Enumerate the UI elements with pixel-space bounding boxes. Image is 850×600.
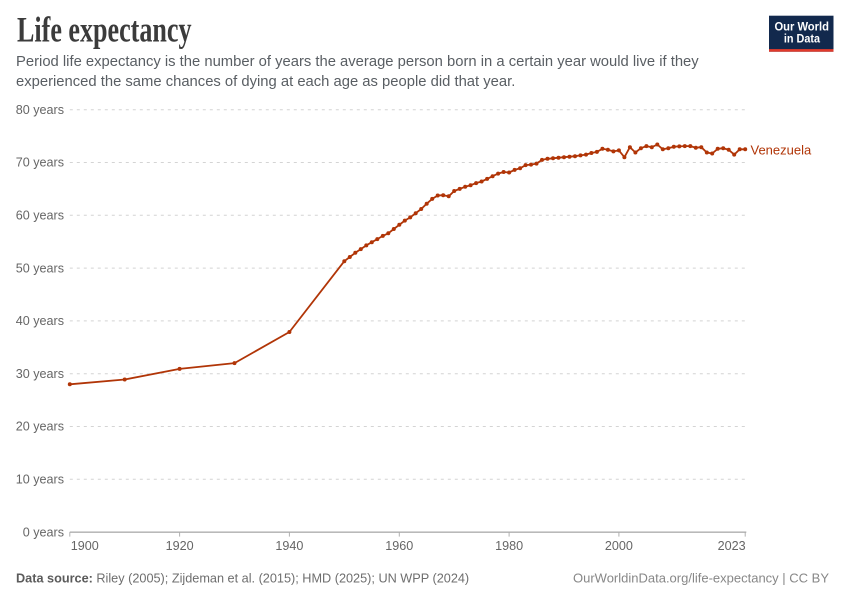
svg-text:1960: 1960 xyxy=(385,539,413,553)
svg-text:Venezuela: Venezuela xyxy=(751,142,812,157)
svg-text:40 years: 40 years xyxy=(16,314,64,328)
svg-text:80 years: 80 years xyxy=(16,103,64,117)
svg-text:2023: 2023 xyxy=(718,539,746,553)
svg-text:60 years: 60 years xyxy=(16,209,64,223)
svg-text:10 years: 10 years xyxy=(16,473,64,487)
svg-text:Data source: Riley (2005); Zij: Data source: Riley (2005); Zijdeman et a… xyxy=(16,571,469,585)
svg-text:70 years: 70 years xyxy=(16,156,64,170)
svg-text:OurWorldinData.org/life-expect: OurWorldinData.org/life-expectancy | CC … xyxy=(573,570,829,585)
svg-text:Period life expectancy is the: Period life expectancy is the number of … xyxy=(16,54,699,70)
svg-text:Our World: Our World xyxy=(774,21,829,34)
svg-text:0 years: 0 years xyxy=(23,525,64,539)
svg-text:20 years: 20 years xyxy=(16,420,64,434)
svg-text:experienced the same chances o: experienced the same chances of dying at… xyxy=(16,74,515,90)
svg-text:1900: 1900 xyxy=(71,539,99,553)
svg-text:in Data: in Data xyxy=(784,33,821,46)
svg-text:Life expectancy: Life expectancy xyxy=(17,10,192,50)
svg-text:1920: 1920 xyxy=(166,539,194,553)
svg-text:50 years: 50 years xyxy=(16,261,64,275)
svg-text:1940: 1940 xyxy=(275,539,303,553)
svg-text:30 years: 30 years xyxy=(16,367,64,381)
svg-text:2000: 2000 xyxy=(605,539,633,553)
svg-text:1980: 1980 xyxy=(495,539,523,553)
